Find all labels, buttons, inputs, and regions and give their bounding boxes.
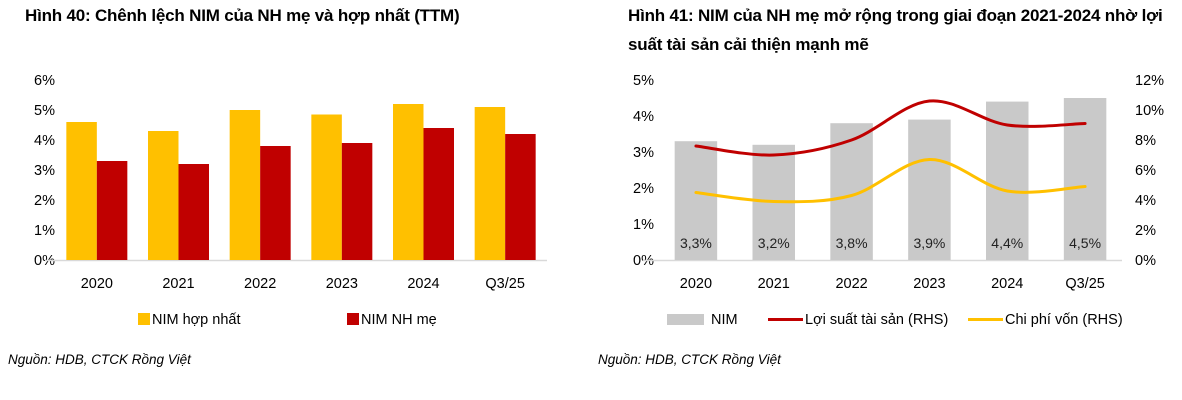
x-tick-label: Q3/25 [1065,276,1105,292]
y-tick-label: 6% [34,73,55,89]
line-loi-suat-tai-san [694,99,1087,157]
legend-label: NIM NH mẹ [361,312,437,328]
y-tick-label: 0% [34,253,55,269]
x-tick-label: 2024 [407,276,439,292]
figure-40-title: Hình 40: Chênh lệch NIM của NH mẹ và hợp… [25,6,460,25]
y-tick-label: 1% [34,223,55,239]
bar-nim [986,101,1029,260]
legend-swatch [347,313,359,325]
x-tick-label: 2020 [81,276,113,292]
figure-41-chart: 0%1%2%3%4%5%0%2%4%6%8%10%12%3,3%20203,2%… [633,73,1164,328]
y-tick-label-right: 12% [1135,73,1164,89]
x-tick-label: 2021 [162,276,194,292]
x-tick-label: 2024 [991,276,1023,292]
x-tick-label: 2021 [758,276,790,292]
bar-nim-hop-nhat [229,110,261,260]
y-tick-label-left: 2% [633,181,654,197]
line-chi-phi-von [694,157,1087,204]
y-tick-label-right: 8% [1135,133,1156,149]
bar-nim [674,141,718,260]
y-tick-label-right: 4% [1135,193,1156,209]
bar-nim-nh-me [260,146,291,260]
legend-label: NIM [711,312,738,328]
bar-nim-nh-me [423,128,454,260]
x-tick-label: 2023 [326,276,358,292]
y-tick-label-left: 5% [633,73,654,89]
bar-nim-nh-me [341,143,373,260]
y-tick-label: 2% [34,193,55,209]
bar-data-label: 3,3% [680,235,712,251]
y-tick-label-right: 2% [1135,223,1156,239]
bar-data-label: 3,8% [836,235,868,251]
bar-nim-nh-me [505,134,536,260]
legend-label: Lợi suất tài sản (RHS) [805,312,948,328]
bar-data-label: 4,5% [1069,235,1101,251]
bar-nim-nh-me [96,161,128,260]
figure-41-panel: Hình 41: NIM của NH mẹ mở rộng trong gia… [590,0,1182,400]
y-tick-label: 4% [34,133,55,149]
y-tick-label: 3% [34,163,55,179]
bar-data-label: 4,4% [991,235,1023,251]
y-tick-label-left: 3% [633,145,654,161]
legend-label: Chi phí vốn (RHS) [1005,312,1123,328]
bar-data-label: 3,2% [758,235,790,251]
bar-nim-hop-nhat [148,131,179,260]
bar-data-label: 3,9% [913,235,945,251]
y-tick-label-left: 1% [633,217,654,233]
bar-nim [908,119,951,260]
legend-label: NIM hợp nhất [152,312,241,328]
y-tick-label-right: 10% [1135,103,1164,119]
x-tick-label: Q3/25 [485,276,525,292]
legend-swatch [138,313,150,325]
x-tick-label: 2022 [835,276,867,292]
x-tick-label: 2023 [913,276,945,292]
bar-nim-hop-nhat [66,122,97,260]
bar-nim-nh-me [178,164,209,260]
figure-40-source: Nguồn: HDB, CTCK Rồng Việt [8,352,191,367]
figure-40-panel: Hình 40: Chênh lệch NIM của NH mẹ và hợp… [0,0,590,400]
bar-nim-hop-nhat [311,114,342,260]
legend-swatch-nim [667,314,704,325]
y-tick-label-right: 0% [1135,253,1156,269]
figure-40-chart: 0% 1% 2% 3% 4% 5% 6% 2020 2021 2022 2023 2024 Q3/25 N… [34,73,547,328]
figure-41-source: Nguồn: HDB, CTCK Rồng Việt [598,352,781,367]
y-tick-label-left: 4% [633,109,654,125]
x-tick-label: 2020 [680,276,712,292]
y-tick-label: 5% [34,103,55,119]
figure-41-title: Hình 41: NIM của NH mẹ mở rộng trong gia… [628,6,1163,54]
bar-nim-hop-nhat [474,107,506,260]
y-tick-label-right: 6% [1135,163,1156,179]
bar-nim-hop-nhat [393,104,424,260]
x-tick-label: 2022 [244,276,276,292]
